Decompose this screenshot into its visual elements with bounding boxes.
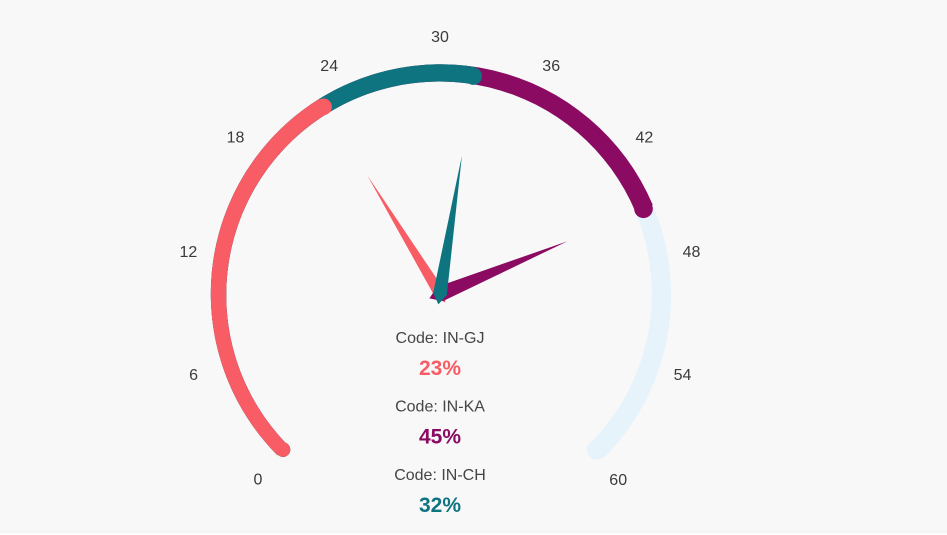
- svg-text:54: 54: [674, 367, 692, 384]
- svg-text:6: 6: [189, 367, 198, 384]
- svg-text:60: 60: [609, 472, 627, 489]
- svg-text:45%: 45%: [419, 425, 461, 448]
- svg-text:48: 48: [683, 244, 701, 261]
- svg-text:36: 36: [542, 58, 560, 75]
- svg-text:18: 18: [227, 129, 245, 146]
- svg-text:42: 42: [636, 130, 654, 147]
- svg-text:0: 0: [254, 472, 263, 489]
- svg-text:30: 30: [431, 29, 449, 46]
- svg-text:12: 12: [180, 244, 198, 261]
- svg-text:Code: IN-GJ: Code: IN-GJ: [396, 330, 485, 347]
- svg-text:24: 24: [320, 58, 338, 75]
- svg-text:23%: 23%: [419, 357, 461, 380]
- svg-text:Code: IN-CH: Code: IN-CH: [394, 467, 486, 484]
- svg-text:32%: 32%: [419, 494, 461, 517]
- svg-text:Code: IN-KA: Code: IN-KA: [395, 399, 485, 416]
